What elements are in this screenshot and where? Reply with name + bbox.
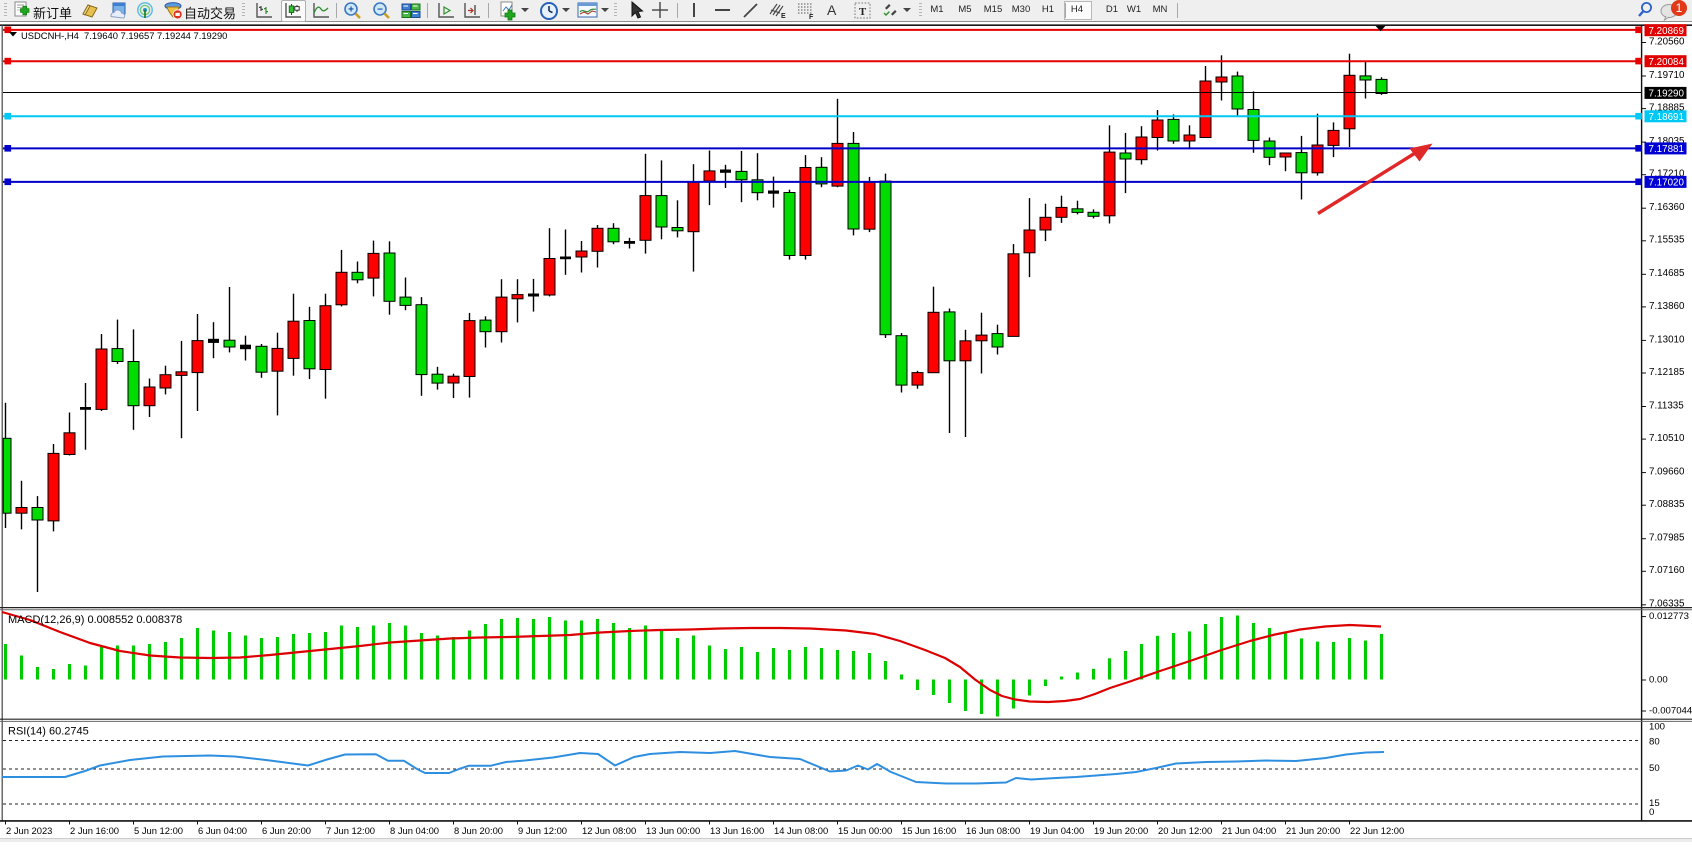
svg-text:6 Jun 04:00: 6 Jun 04:00	[198, 825, 247, 836]
svg-text:7.20560: 7.20560	[1649, 36, 1685, 47]
svg-text:2 Jun 2023: 2 Jun 2023	[6, 825, 52, 836]
svg-text:RSI(14) 60.2745: RSI(14) 60.2745	[8, 726, 89, 738]
svg-text:7.20869: 7.20869	[1649, 26, 1684, 37]
svg-text:7.07985: 7.07985	[1649, 533, 1685, 544]
svg-text:8 Jun 20:00: 8 Jun 20:00	[454, 825, 503, 836]
svg-text:7.19710: 7.19710	[1649, 70, 1685, 81]
svg-text:7.16360: 7.16360	[1649, 202, 1685, 213]
svg-text:50: 50	[1649, 763, 1660, 774]
svg-text:13 Jun 00:00: 13 Jun 00:00	[646, 825, 700, 836]
svg-text:7.18691: 7.18691	[1649, 112, 1684, 123]
svg-text:19 Jun 04:00: 19 Jun 04:00	[1030, 825, 1084, 836]
svg-text:7.06335: 7.06335	[1649, 599, 1685, 610]
svg-text:7.20084: 7.20084	[1649, 57, 1685, 68]
svg-text:7.17210: 7.17210	[1649, 169, 1685, 180]
svg-text:2 Jun 16:00: 2 Jun 16:00	[70, 825, 119, 836]
svg-text:E: E	[781, 13, 786, 20]
svg-text:20 Jun 12:00: 20 Jun 12:00	[1158, 825, 1212, 836]
svg-text:7.13860: 7.13860	[1649, 301, 1685, 312]
svg-text:7.17881: 7.17881	[1649, 144, 1684, 155]
svg-text:7.14685: 7.14685	[1649, 268, 1685, 279]
svg-text:−: −	[377, 4, 383, 15]
svg-text:16 Jun 08:00: 16 Jun 08:00	[966, 825, 1020, 836]
svg-text:15: 15	[1649, 798, 1660, 809]
svg-text:13 Jun 16:00: 13 Jun 16:00	[710, 825, 764, 836]
svg-text:6 Jun 20:00: 6 Jun 20:00	[262, 825, 311, 836]
svg-text:15 Jun 00:00: 15 Jun 00:00	[838, 825, 892, 836]
svg-text:7.15535: 7.15535	[1649, 235, 1685, 246]
svg-text:7 Jun 12:00: 7 Jun 12:00	[326, 825, 375, 836]
svg-text:19 Jun 20:00: 19 Jun 20:00	[1094, 825, 1148, 836]
svg-text:7.18035: 7.18035	[1649, 136, 1685, 147]
svg-text:7.17020: 7.17020	[1649, 178, 1685, 189]
svg-text:0.00: 0.00	[1649, 674, 1668, 685]
svg-text:7.19290: 7.19290	[1649, 89, 1685, 100]
svg-text:7.11335: 7.11335	[1649, 400, 1684, 411]
svg-text:F: F	[809, 14, 814, 21]
svg-text:T: T	[859, 6, 867, 18]
svg-text:12 Jun 08:00: 12 Jun 08:00	[582, 825, 636, 836]
svg-text:1: 1	[1676, 1, 1683, 15]
svg-text:14 Jun 08:00: 14 Jun 08:00	[774, 825, 828, 836]
svg-text:22 Jun 12:00: 22 Jun 12:00	[1350, 825, 1404, 836]
svg-text:7.10510: 7.10510	[1649, 433, 1685, 444]
svg-text:7.18885: 7.18885	[1649, 103, 1685, 114]
svg-text:80: 80	[1649, 736, 1660, 747]
svg-text:7.07160: 7.07160	[1649, 565, 1685, 576]
svg-text:7.09660: 7.09660	[1649, 467, 1685, 478]
svg-text:21 Jun 04:00: 21 Jun 04:00	[1222, 825, 1276, 836]
svg-text:7.08835: 7.08835	[1649, 499, 1685, 510]
svg-text:-0.007044: -0.007044	[1649, 705, 1692, 716]
svg-text:100: 100	[1649, 721, 1665, 732]
svg-text:USDCNH-,H4 7.19640 7.19657 7.: USDCNH-,H4 7.19640 7.19657 7.19244 7.192…	[21, 30, 227, 41]
svg-text:15 Jun 16:00: 15 Jun 16:00	[902, 825, 956, 836]
svg-text:5 Jun 12:00: 5 Jun 12:00	[134, 825, 183, 836]
svg-text:8 Jun 04:00: 8 Jun 04:00	[390, 825, 439, 836]
svg-text:7.13010: 7.13010	[1649, 334, 1685, 345]
svg-text:MACD(12,26,9) 0.008552 0.00837: MACD(12,26,9) 0.008552 0.008378	[8, 614, 182, 626]
svg-text:21 Jun 20:00: 21 Jun 20:00	[1286, 825, 1340, 836]
svg-text:9 Jun 12:00: 9 Jun 12:00	[518, 825, 567, 836]
svg-text:7.12185: 7.12185	[1649, 367, 1685, 378]
svg-text:0: 0	[1649, 807, 1654, 818]
svg-text:0.012773: 0.012773	[1649, 611, 1689, 622]
svg-text:+: +	[348, 4, 354, 15]
